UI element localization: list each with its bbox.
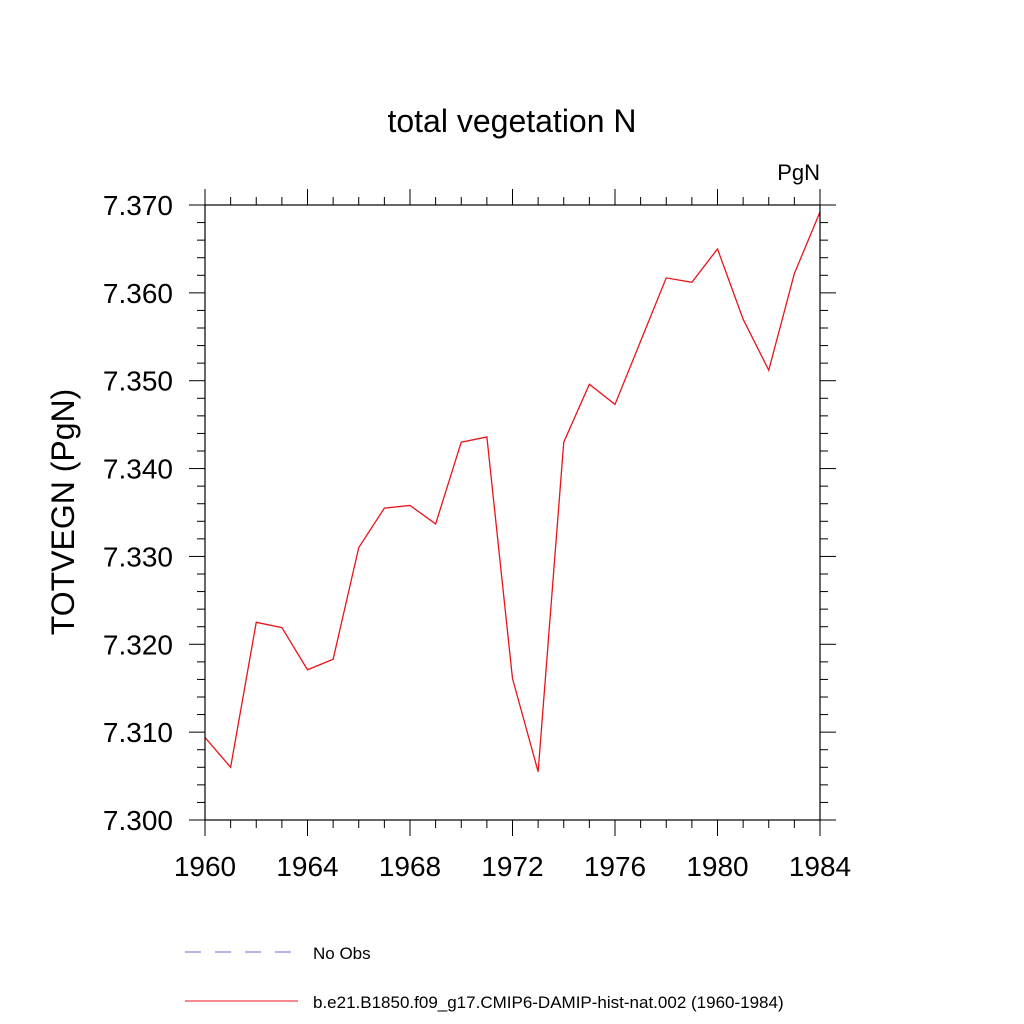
x-tick-label: 1972 [481, 851, 543, 882]
y-axis-label: TOTVEGN (PgN) [45, 389, 81, 636]
legend-label: No Obs [313, 944, 371, 963]
x-tick-label: 1960 [174, 851, 236, 882]
series-line [204, 211, 821, 772]
y-tick-labels: 7.300 7.310 7.320 7.330 7.340 7.350 7.360 7.370 [103, 190, 173, 836]
legend-label: b.e21.B1850.f09_g17.CMIP6-DAMIP-hist-nat… [313, 993, 784, 1012]
x-tick-label: 1980 [686, 851, 748, 882]
x-tick-label: 1964 [276, 851, 338, 882]
chart-title: total vegetation N [387, 103, 636, 139]
y-tick-label: 7.320 [103, 629, 173, 660]
y-tick-label: 7.340 [103, 454, 173, 485]
y-tick-label: 7.330 [103, 541, 173, 572]
y-tick-label: 7.310 [103, 717, 173, 748]
plot-frame [204, 204, 821, 821]
y-tick-label: 7.300 [103, 805, 173, 836]
series-layer [204, 211, 821, 772]
y-tick-label: 7.360 [103, 278, 173, 309]
x-tick-label: 1984 [789, 851, 851, 882]
axis-ticks [189, 189, 836, 836]
y-tick-label: 7.370 [103, 190, 173, 221]
units-label: PgN [777, 160, 820, 185]
x-tick-labels: 1960 1964 1968 1972 1976 1980 1984 [174, 851, 851, 882]
y-tick-label: 7.350 [103, 366, 173, 397]
legend: No Obs b.e21.B1850.f09_g17.CMIP6-DAMIP-hi… [185, 944, 784, 1012]
x-tick-label: 1968 [379, 851, 441, 882]
x-tick-label: 1976 [584, 851, 646, 882]
